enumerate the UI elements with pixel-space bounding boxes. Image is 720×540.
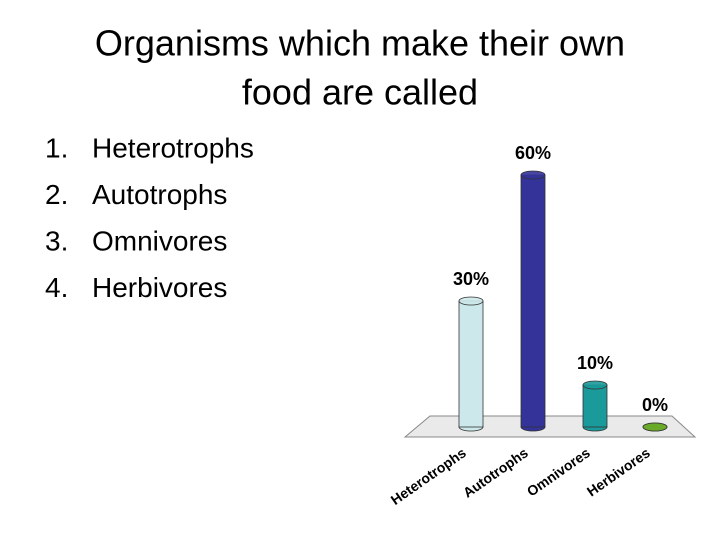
- list-item: Heterotrophs: [92, 132, 254, 163]
- list-number: 1.: [45, 132, 68, 163]
- value-label: 60%: [515, 143, 551, 163]
- value-label: 0%: [642, 395, 668, 415]
- bar: [582, 384, 608, 428]
- bar: [458, 300, 484, 428]
- list-item: Omnivores: [92, 225, 227, 256]
- list-number: 2.: [45, 179, 68, 210]
- list-item: Autotrophs: [92, 179, 227, 210]
- list-number: 3.: [45, 225, 68, 256]
- value-label: 30%: [453, 269, 489, 289]
- bar: [520, 174, 546, 428]
- bar-top: [642, 422, 668, 432]
- list-number: 4.: [45, 272, 68, 303]
- list-item: Herbivores: [92, 272, 227, 303]
- bar-top: [520, 170, 546, 180]
- bar-top: [458, 296, 484, 306]
- title-line: food are called: [242, 72, 478, 113]
- value-label: 10%: [577, 353, 613, 373]
- bar-top: [582, 380, 608, 390]
- title-line: Organisms which make their own: [95, 23, 625, 64]
